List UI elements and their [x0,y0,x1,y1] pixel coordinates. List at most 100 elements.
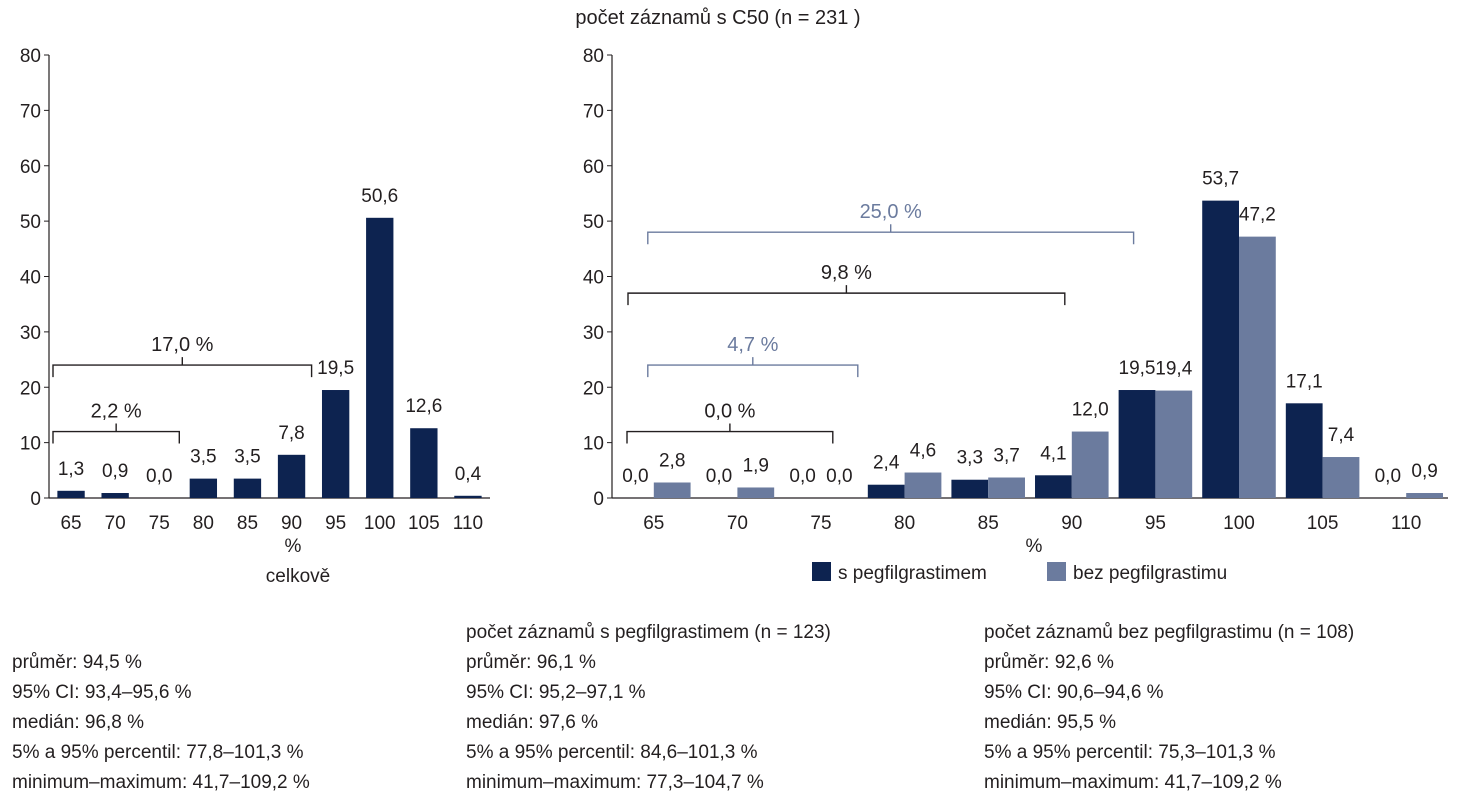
stat-percentile: 5% a 95% percentil: 84,6–101,3 % [466,742,758,763]
legend-label: bez pegfilgrastimu [1073,563,1227,584]
x-tick-label: 95 [1145,513,1166,534]
x-tick-label: 80 [894,513,915,534]
stat-mean: průměr: 96,1 % [466,652,596,673]
legend-swatch [1047,562,1066,581]
y-tick-label: 30 [583,323,604,344]
x-tick-label: 90 [281,513,302,534]
bar [737,487,775,498]
legend-swatch [812,562,831,581]
bar-value-label: 0,0 [826,466,852,487]
bar [189,478,218,498]
bar [1322,457,1360,498]
stats-with-pegfilgrastim: počet záznamů s pegfilgrastimem (n = 123… [466,618,831,798]
bracket-label: 25,0 % [860,201,922,223]
bar-value-label: 19,5 [317,358,354,379]
bar-value-label: 19,5 [1119,358,1156,379]
bracket [627,285,1066,306]
y-tick-label: 50 [20,212,41,233]
bar [454,495,482,498]
stat-minmax: minimum–maximum: 41,7–109,2 % [12,772,310,793]
x-tick-label: 110 [453,513,483,534]
x-tick-label: 65 [60,513,81,534]
y-tick-label: 0 [30,489,41,510]
bar [867,484,905,498]
bar-value-label: 17,1 [1286,371,1323,392]
x-tick-label: 65 [643,513,664,534]
y-tick-label: 70 [583,101,604,122]
y-tick-label: 20 [20,378,41,399]
bracket-label: 0,0 % [704,401,755,423]
bar-value-label: 47,2 [1239,205,1276,226]
bar [988,477,1025,498]
stats-without-pegfilgrastim: počet záznamů bez pegfilgrastimu (n = 10… [984,618,1354,798]
bar-value-label: 4,1 [1040,443,1066,464]
bar [410,428,438,498]
y-tick-label: 20 [583,378,604,399]
stat-percentile: 5% a 95% percentil: 77,8–101,3 % [12,742,304,763]
bracket [647,224,1135,245]
stat-percentile: 5% a 95% percentil: 75,3–101,3 % [984,742,1276,763]
bar [101,493,129,498]
stats-heading: počet záznamů bez pegfilgrastimu (n = 10… [984,622,1355,643]
bar-value-label: 1,3 [58,459,84,480]
bar [277,454,306,498]
bar-value-label: 12,6 [405,396,442,417]
y-tick-label: 60 [583,157,604,178]
bar-value-label: 0,9 [1411,461,1437,482]
x-tick-label: 90 [1061,513,1082,534]
y-tick-label: 40 [583,268,604,289]
bar [366,217,394,499]
bar-value-label: 50,6 [361,186,398,207]
bar-value-label: 7,4 [1328,425,1355,446]
x-tick-label: 70 [105,513,126,534]
bar-value-label: 0,0 [1375,466,1401,487]
chart-overall: 0 10 20 30 40 50 60 70 80 65 70 75 80 85 90 95 100 105 110… [20,46,490,587]
y-tick-label: 80 [20,46,41,67]
stat-ci: 95% CI: 90,6–94,6 % [984,682,1164,703]
bar [57,490,85,498]
bar [321,390,350,498]
bar-value-label: 0,0 [146,466,172,487]
stat-median: medián: 97,6 % [466,712,599,733]
bar [1155,390,1193,498]
x-axis-label: % [1026,536,1043,557]
bar-value-label: 0,0 [706,466,732,487]
bar [1071,431,1109,498]
y-tick-label: 10 [583,434,604,455]
bracket-label: 4,7 % [727,334,778,356]
bar-value-label: 12,0 [1072,400,1109,421]
bar-value-label: 2,8 [659,450,685,471]
bar-value-label: 3,5 [190,447,216,468]
bracket [52,423,180,444]
x-tick-label: 95 [325,513,346,534]
x-tick-label: 105 [408,513,440,534]
bar-value-label: 3,3 [957,448,983,469]
x-tick-label: 70 [727,513,748,534]
stats-overall: průměr: 94,5 % 95% CI: 93,4–95,6 % mediá… [12,618,310,798]
x-tick-label: 105 [1307,513,1339,534]
bar-value-label: 19,4 [1155,359,1192,380]
legend-label: s pegfilgrastimem [838,563,987,584]
y-tick-label: 60 [20,157,41,178]
y-tick-label: 70 [20,101,41,122]
chart-caption: celkově [266,566,330,587]
figure: počet záznamů s C50 (n = 231 ) 0 10 20 30 40… [20,7,1448,587]
bar [1239,236,1276,498]
figure-title: počet záznamů s C50 (n = 231 ) [575,7,860,29]
stat-median: medián: 95,5 % [984,712,1117,733]
x-tick-label: 75 [149,513,170,534]
bar [233,478,262,498]
stats-heading [12,618,310,648]
y-tick-label: 50 [583,212,604,233]
stat-median: medián: 96,8 % [12,712,145,733]
bar [1035,475,1072,498]
x-tick-label: 80 [193,513,214,534]
bar-value-label: 0,0 [622,466,648,487]
bar [1285,403,1323,498]
stat-mean: průměr: 94,5 % [12,652,142,673]
x-tick-label: 110 [1391,513,1421,534]
bar-value-label: 4,6 [910,441,936,462]
bar-value-label: 2,4 [873,453,900,474]
bracket-label: 2,2 % [91,401,142,423]
bar-value-label: 1,9 [743,455,769,476]
